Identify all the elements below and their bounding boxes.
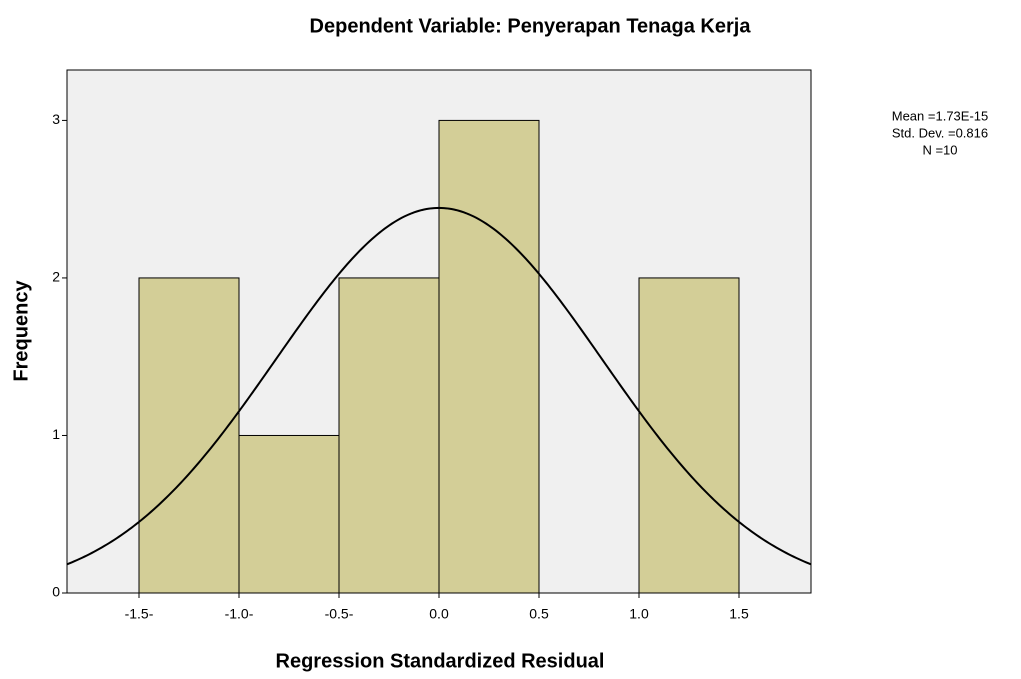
x-tick-label: -1.0- — [225, 606, 254, 622]
x-tick-label: 1.0 — [629, 606, 649, 622]
y-tick-label: 0 — [52, 584, 60, 600]
bar — [138, 277, 240, 594]
x-axis-label: Regression Standardized Residual — [276, 650, 605, 672]
y-tick-label: 3 — [52, 111, 60, 127]
normal-curve — [66, 206, 812, 566]
x-tick-label: 0.0 — [429, 606, 449, 622]
x-tick-label: 1.5 — [729, 606, 749, 622]
stats-label: Mean =1.73E-15 — [892, 108, 988, 123]
bar — [638, 277, 740, 594]
chart-title: Dependent Variable: Penyerapan Tenaga Ke… — [310, 15, 752, 37]
x-tick-label: -1.5- — [125, 606, 154, 622]
x-tick-label: -0.5- — [325, 606, 354, 622]
bar — [438, 119, 540, 594]
y-tick-label: 2 — [52, 269, 60, 285]
stats-label: Std. Dev. =0.816 — [892, 125, 988, 140]
y-axis-label: Frequency — [10, 280, 32, 382]
stats-label: N =10 — [922, 142, 957, 157]
y-tick-label: 1 — [52, 426, 60, 442]
bar — [338, 277, 440, 594]
x-tick-label: 0.5 — [529, 606, 549, 622]
bar — [238, 434, 340, 594]
